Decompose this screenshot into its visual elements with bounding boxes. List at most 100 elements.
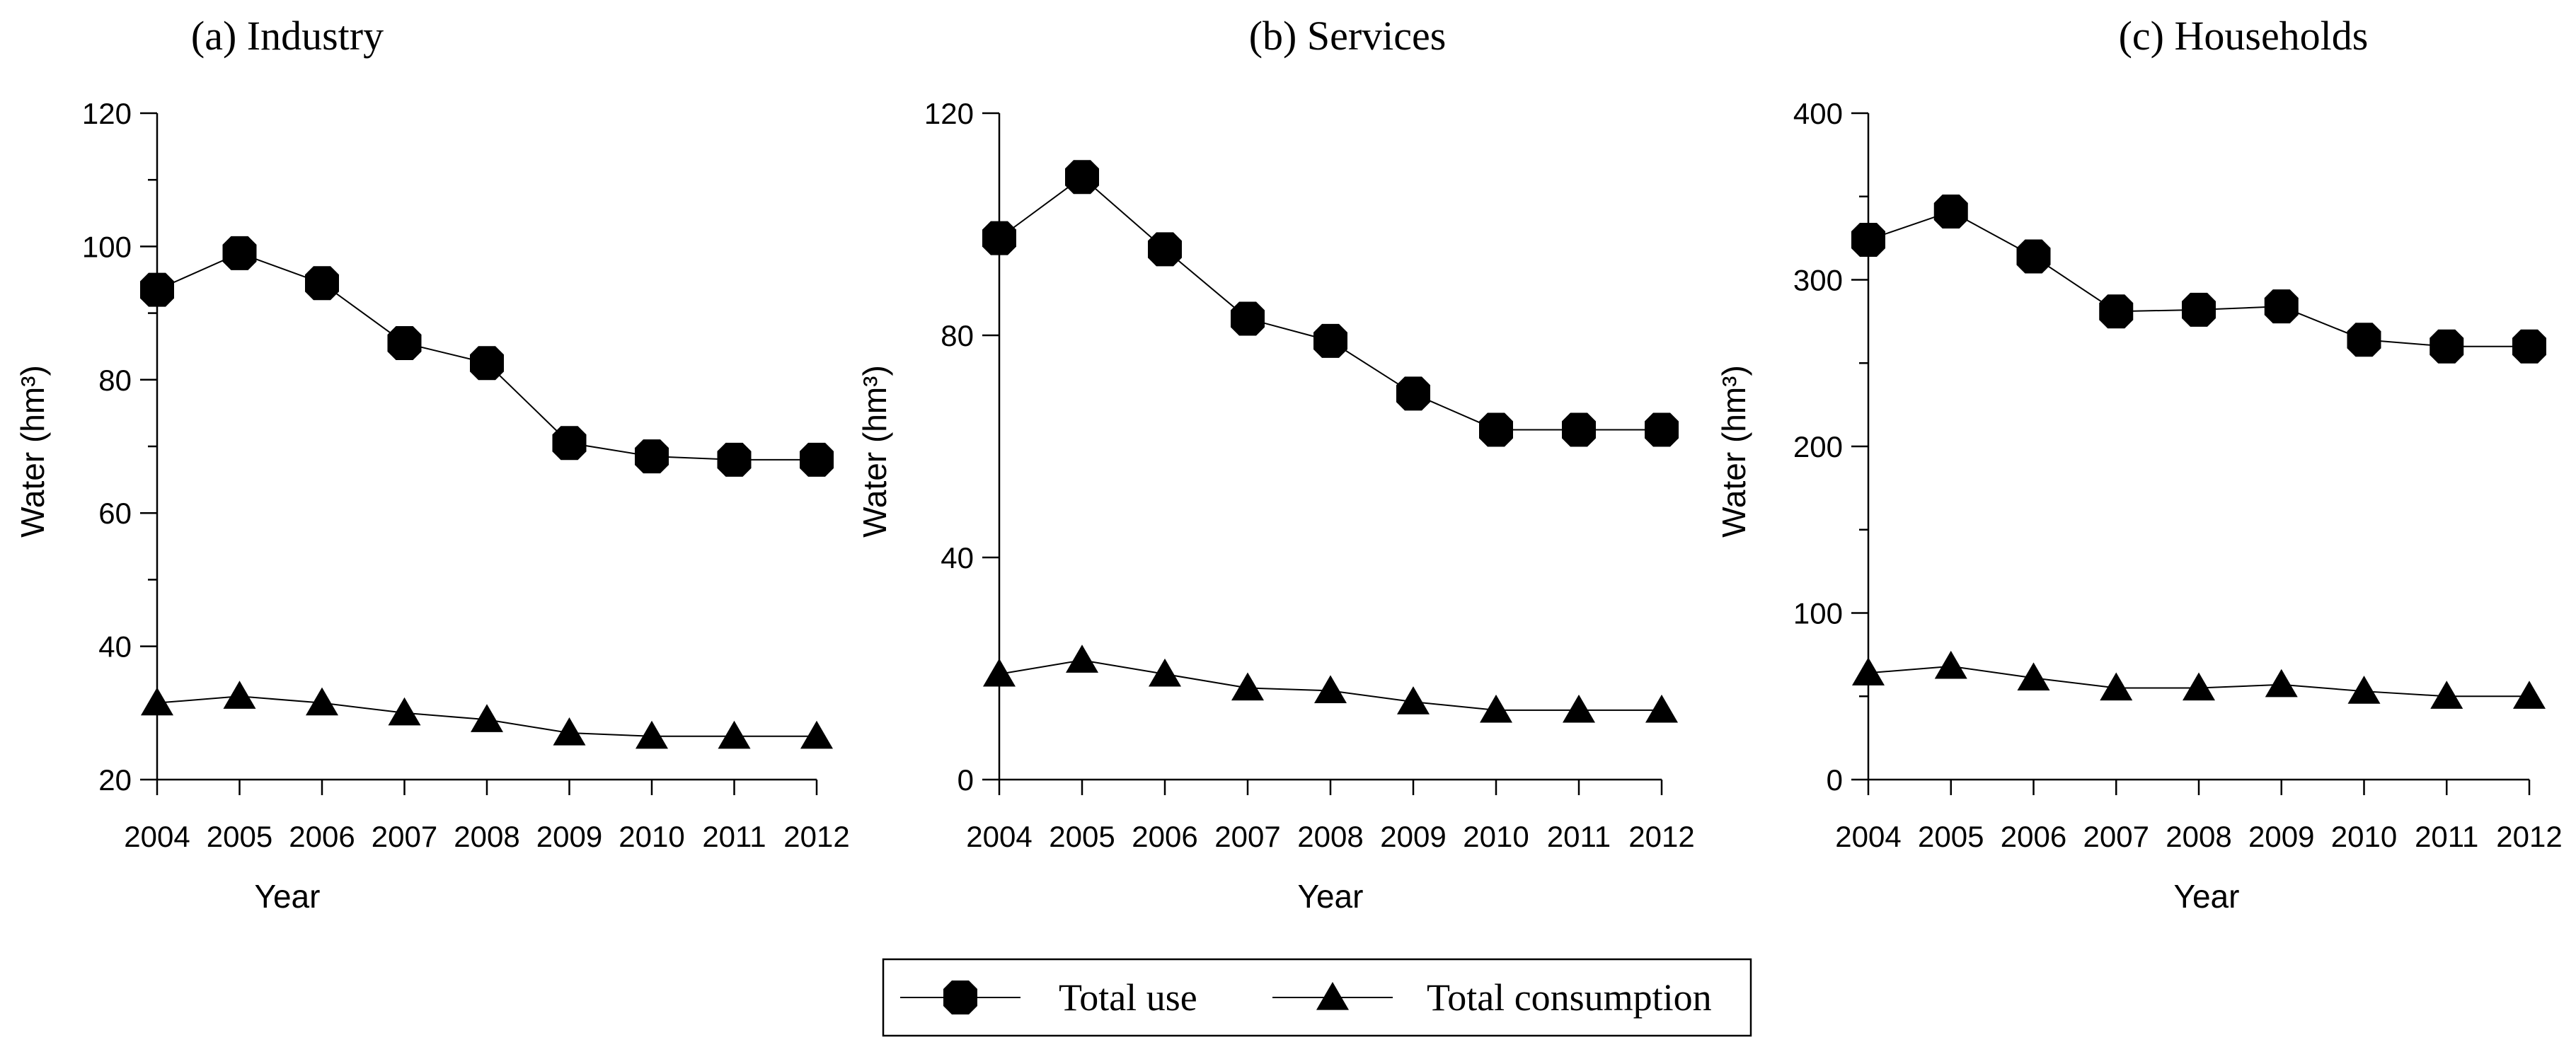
panel-title: (a) Industry — [191, 13, 384, 59]
legend-item-total-consumption: Total consumption — [1272, 976, 1712, 1019]
x-tick-label: 2008 — [2166, 820, 2231, 853]
x-axis-label: Year — [2174, 878, 2240, 915]
x-tick-label: 2010 — [619, 820, 684, 853]
y-axis-label: Water (hm³) — [14, 365, 51, 538]
data-point-total-consumption — [983, 658, 1016, 687]
x-tick-label: 2006 — [1132, 820, 1197, 853]
x-axis-label: Year — [255, 878, 321, 915]
data-point-total-use — [1396, 376, 1430, 411]
data-point-total-use — [1231, 301, 1265, 336]
data-point-total-consumption — [1563, 694, 1595, 723]
series-total-consumption — [1852, 650, 2546, 709]
y-tick-label: 120 — [82, 97, 132, 130]
data-point-total-consumption — [800, 720, 833, 749]
x-tick-label: 2007 — [1214, 820, 1280, 853]
panel-title: (b) Services — [1249, 13, 1447, 59]
data-point-total-use — [2430, 329, 2464, 364]
legend-marker-total-consumption — [1316, 982, 1349, 1010]
data-point-total-use — [1148, 232, 1182, 267]
data-point-total-consumption — [2347, 676, 2381, 704]
data-point-total-consumption — [2183, 672, 2215, 701]
legend-marker-total-use — [943, 981, 977, 1014]
y-tick-label: 0 — [958, 763, 974, 797]
data-point-total-use — [552, 426, 587, 461]
data-point-total-use — [635, 439, 669, 474]
data-point-total-use — [140, 272, 174, 307]
x-tick-label: 2010 — [1463, 820, 1529, 853]
data-point-total-consumption — [1645, 694, 1678, 723]
data-point-total-consumption — [2430, 681, 2463, 709]
series-total-use — [982, 160, 1679, 447]
data-point-total-consumption — [1231, 672, 1264, 701]
y-tick-label: 0 — [1827, 763, 1843, 797]
panel-title: (c) Households — [2119, 13, 2369, 59]
x-tick-label: 2009 — [536, 820, 602, 853]
x-tick-label: 2012 — [2496, 820, 2562, 853]
data-point-total-consumption — [1397, 686, 1430, 715]
series-total-use — [140, 236, 834, 477]
x-tick-label: 2010 — [2331, 820, 2397, 853]
legend-label-total-consumption: Total consumption — [1427, 976, 1712, 1019]
x-tick-label: 2009 — [2248, 820, 2314, 853]
y-tick-label: 100 — [1793, 597, 1843, 630]
x-tick-label: 2004 — [1835, 820, 1901, 853]
x-tick-label: 2005 — [207, 820, 272, 853]
data-point-total-consumption — [223, 681, 256, 709]
y-tick-label: 40 — [941, 541, 974, 574]
data-point-total-use — [1933, 194, 1968, 229]
data-point-total-use — [2264, 289, 2299, 324]
data-point-total-consumption — [141, 687, 173, 716]
panel-industry: (a) Industry Year Water (hm³) 20 40 60 80 10… — [14, 13, 850, 915]
x-tick-label: 2004 — [124, 820, 190, 853]
data-point-total-use — [387, 325, 422, 360]
y-tick-label: 300 — [1793, 264, 1843, 297]
data-point-total-consumption — [718, 720, 751, 749]
y-tick-label: 100 — [82, 230, 132, 263]
x-tick-label: 2006 — [2001, 820, 2066, 853]
data-point-total-use — [470, 346, 504, 381]
x-tick-label: 2005 — [1918, 820, 1984, 853]
data-point-total-consumption — [2265, 669, 2298, 698]
y-tick-label: 80 — [98, 364, 132, 397]
data-point-total-consumption — [471, 704, 503, 732]
data-point-total-use — [1065, 160, 1099, 195]
data-point-total-consumption — [1852, 657, 1885, 686]
x-tick-label: 2007 — [372, 820, 437, 853]
y-tick-label: 40 — [98, 630, 132, 664]
y-tick-label: 120 — [924, 97, 974, 130]
data-point-total-use — [1562, 412, 1596, 447]
legend-item-total-use: Total use — [900, 976, 1197, 1019]
data-point-total-use — [2016, 239, 2051, 274]
data-point-total-use — [982, 221, 1016, 255]
series-line-total-use — [999, 175, 1662, 431]
data-point-total-use — [2512, 329, 2546, 364]
data-point-total-use — [1479, 412, 1513, 447]
y-axis-label: Water (hm³) — [1715, 365, 1752, 538]
data-point-total-use — [2182, 292, 2216, 327]
series-total-use — [1851, 194, 2546, 364]
data-point-total-consumption — [2513, 681, 2546, 709]
data-point-total-consumption — [1066, 644, 1098, 673]
y-tick-label: 200 — [1793, 430, 1843, 463]
data-point-total-use — [2347, 323, 2381, 357]
x-tick-label: 2005 — [1049, 820, 1115, 853]
series-total-consumption — [141, 681, 833, 749]
x-tick-label: 2004 — [966, 820, 1032, 853]
y-tick-label: 20 — [98, 763, 132, 797]
x-tick-label: 2007 — [2083, 820, 2149, 853]
data-point-total-consumption — [306, 687, 338, 716]
panel-households: (c) Households Year Water (hm³) 0 100 200 3… — [1715, 13, 2563, 915]
data-point-total-consumption — [2017, 662, 2050, 690]
legend: Total use Total consumption — [882, 958, 1752, 1037]
data-point-total-consumption — [1480, 694, 1512, 723]
data-point-total-use — [1645, 412, 1679, 447]
data-point-total-use — [222, 236, 257, 270]
panel-services: (b) Services Year Water (hm³) 0 40 80 120 20… — [856, 13, 1695, 915]
data-point-total-use — [305, 266, 339, 301]
data-point-total-use — [2099, 294, 2134, 329]
data-point-total-consumption — [388, 697, 421, 726]
y-tick-label: 60 — [98, 497, 132, 530]
y-tick-label: 80 — [941, 319, 974, 352]
x-tick-label: 2012 — [783, 820, 849, 853]
